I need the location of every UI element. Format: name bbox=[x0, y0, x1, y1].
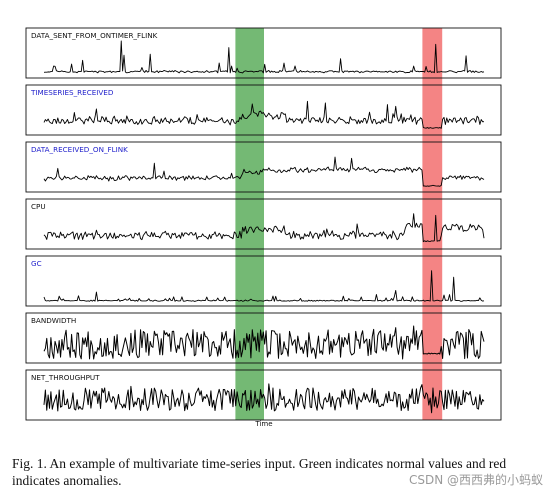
panel-frame bbox=[25, 84, 502, 136]
series-line bbox=[43, 325, 485, 360]
panel-frame bbox=[25, 198, 502, 250]
series-label: NET_THROUGHPUT bbox=[31, 373, 100, 382]
series-line bbox=[43, 100, 485, 129]
panel-cpu: CPU bbox=[25, 198, 502, 250]
panel-frame bbox=[25, 312, 502, 364]
series-line bbox=[43, 383, 485, 414]
panel-timeseries-received: TIMESERIES_RECEIVED bbox=[25, 84, 502, 136]
series-label: DATA_RECEIVED_ON_FLINK bbox=[31, 145, 128, 154]
panel-data-received-on-flink: DATA_RECEIVED_ON_FLINK bbox=[25, 141, 502, 193]
panel-frame bbox=[25, 141, 502, 193]
panel-bandwidth: BANDWIDTH bbox=[25, 312, 502, 364]
series-label: TIMESERIES_RECEIVED bbox=[30, 88, 114, 97]
series-line bbox=[43, 270, 485, 302]
panel-frame bbox=[25, 27, 502, 79]
multivariate-timeseries-figure: DATA_SENT_FROM_ONTIMER_FLINK TIMESERIES_R… bbox=[25, 27, 502, 428]
series-label: BANDWIDTH bbox=[31, 316, 76, 325]
x-axis-label: Time bbox=[254, 420, 272, 428]
band-normal bbox=[235, 28, 264, 420]
series-line bbox=[43, 156, 485, 187]
panel-gc: GC bbox=[25, 255, 502, 307]
series-label: DATA_SENT_FROM_ONTIMER_FLINK bbox=[31, 31, 158, 40]
series-label: CPU bbox=[31, 202, 46, 211]
figure-caption: Fig. 1. An example of multivariate time-… bbox=[12, 456, 507, 488]
panel-frame bbox=[25, 255, 502, 307]
highlight-bands bbox=[235, 28, 443, 420]
series-label: GC bbox=[31, 259, 42, 268]
panel-frame bbox=[25, 369, 502, 421]
panels: DATA_SENT_FROM_ONTIMER_FLINK TIMESERIES_R… bbox=[25, 27, 502, 421]
series-line bbox=[43, 213, 485, 243]
band-anomaly bbox=[422, 28, 443, 420]
panel-data-sent-from-ontimer-flink: DATA_SENT_FROM_ONTIMER_FLINK bbox=[25, 27, 502, 79]
panel-net-throughput: NET_THROUGHPUT bbox=[25, 369, 502, 421]
watermark: CSDN @西西弗的小蚂蚁 bbox=[408, 473, 543, 487]
series-line bbox=[43, 40, 485, 74]
